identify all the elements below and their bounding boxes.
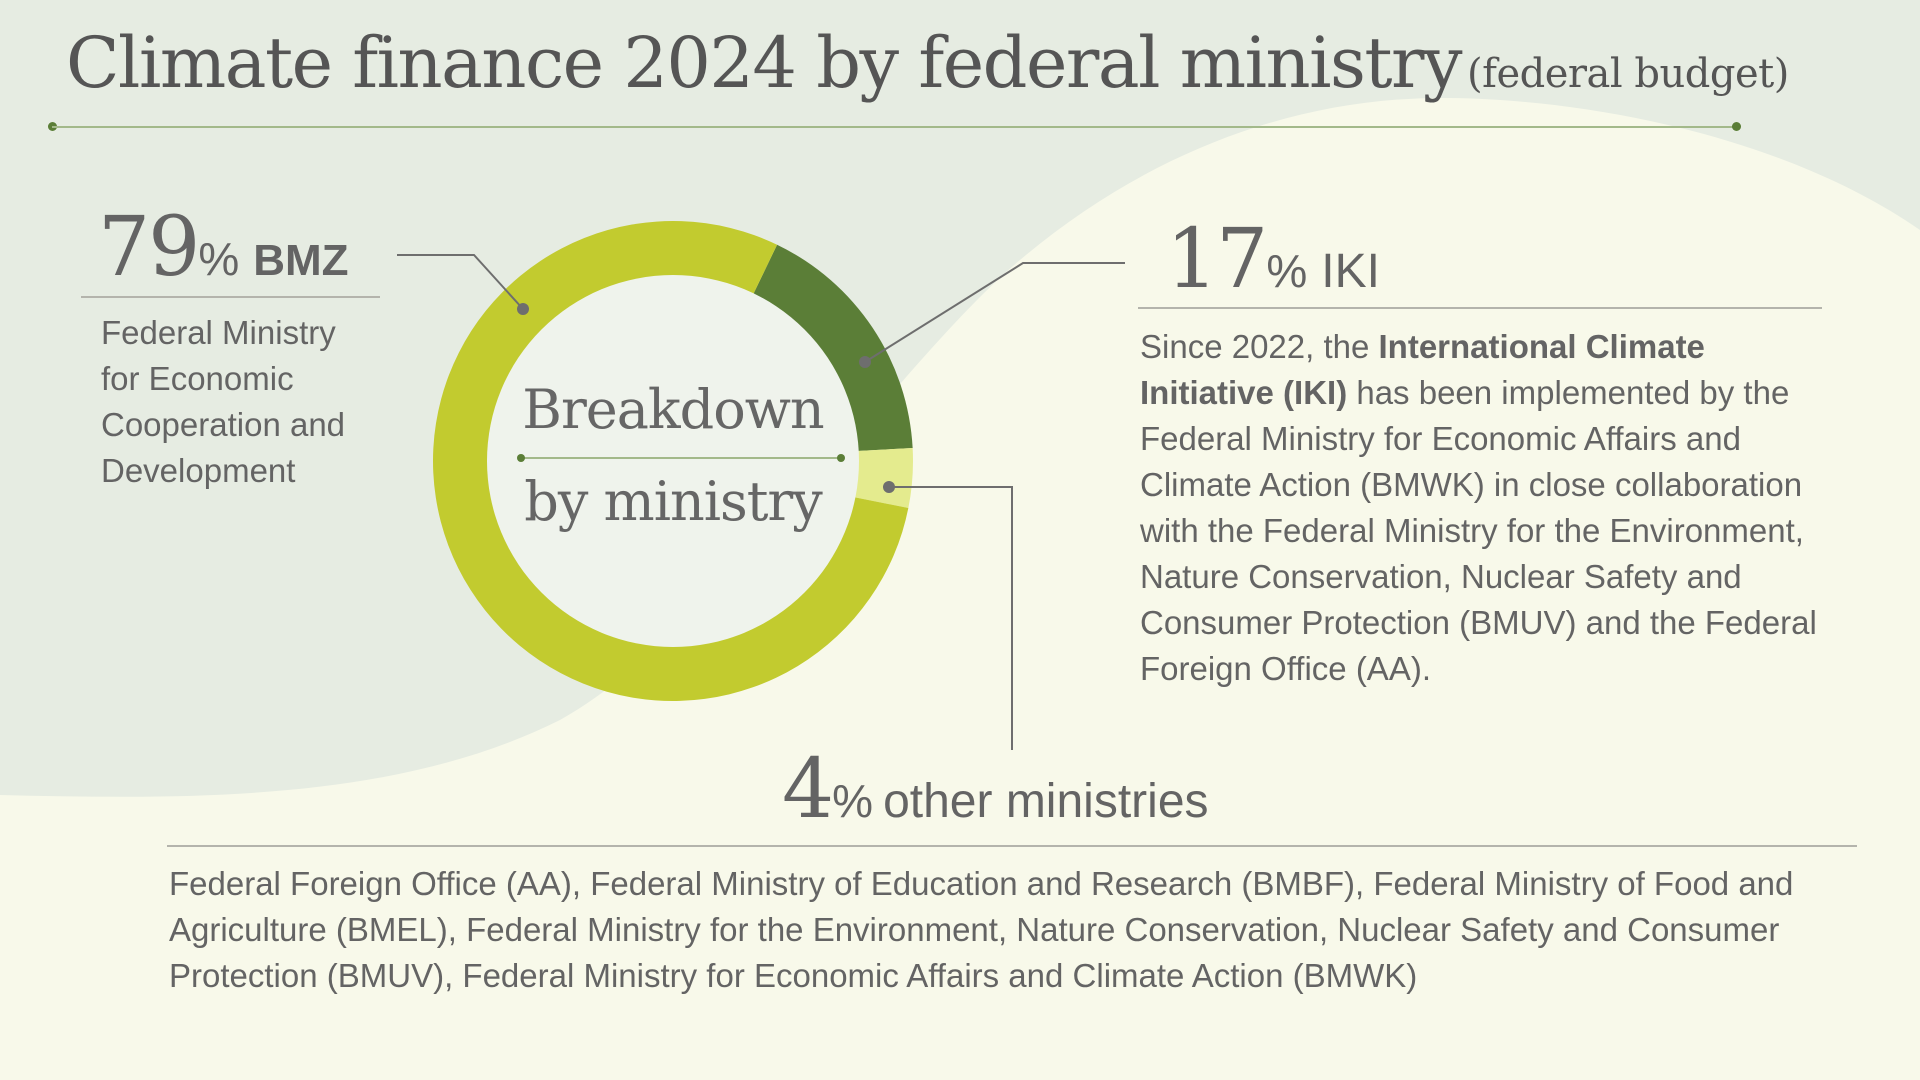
title-block: Climate finance 2024 by federal ministry… <box>66 22 1789 104</box>
donut-center-label-line2: by ministry <box>524 470 823 533</box>
other-leader-line <box>889 486 1013 750</box>
iki-rule <box>1138 307 1822 309</box>
center-rule-end-dot <box>837 454 845 462</box>
bmz-leader-dot <box>517 303 529 315</box>
bmz-heading: 79% BMZ <box>98 200 349 295</box>
other-heading: 4% other ministries <box>782 742 1209 837</box>
title-rule-end-dot <box>1732 122 1741 131</box>
bmz-description-line: Development <box>101 452 296 489</box>
bmz-description-line: Federal Ministry <box>101 314 336 351</box>
center-rule-start-dot <box>517 454 525 462</box>
bmz-description-line: Cooperation and <box>101 406 346 443</box>
bmz-percent-sign: % <box>198 233 240 285</box>
donut-center-label-line1: Breakdown <box>522 378 824 441</box>
other-leader-dot <box>883 481 895 493</box>
other-percent-sign: % <box>832 775 874 827</box>
bmz-label: BMZ <box>253 236 349 285</box>
iki-percent-sign: % <box>1266 245 1308 297</box>
bmz-description-line: for Economic <box>101 360 294 397</box>
page-subtitle: (federal budget) <box>1467 51 1789 97</box>
donut-center <box>487 275 859 647</box>
other-description: Federal Foreign Office (AA), Federal Min… <box>169 865 1794 994</box>
title-rule <box>52 126 1736 128</box>
bmz-rule <box>81 296 380 298</box>
page-title: Climate finance 2024 by federal ministry <box>66 22 1463 104</box>
iki-label: IKI <box>1321 245 1380 298</box>
other-label: other ministries <box>883 775 1209 828</box>
bmz-percent-value: 79 <box>98 200 200 295</box>
iki-description-intro: Since 2022, the <box>1140 328 1379 365</box>
bmz-description: Federal Ministry for Economic Cooperatio… <box>101 310 401 494</box>
iki-leader-line <box>864 262 1125 363</box>
other-rule <box>167 845 1857 847</box>
iki-leader-dot <box>859 356 871 368</box>
other-percent-value: 4 <box>782 742 834 837</box>
iki-percent-value: 17 <box>1166 212 1268 307</box>
iki-description-bold: International Climate Initiative (IKI) <box>1140 328 1705 411</box>
iki-description-rest: has been implemented by the Federal Mini… <box>1140 374 1817 687</box>
bmz-leader-line <box>397 254 524 310</box>
iki-description: Since 2022, the International Climate In… <box>1140 324 1820 692</box>
iki-heading: 17% IKI <box>1166 212 1380 307</box>
